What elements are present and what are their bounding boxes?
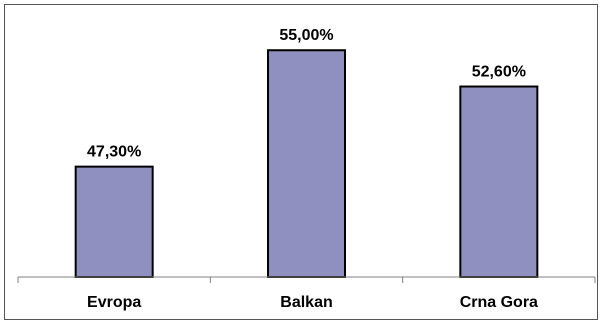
bar-balkan xyxy=(267,49,346,279)
labels-layer: 47,30% Evropa 55,00% Balkan 52,60% Crna Gora xyxy=(87,27,538,311)
data-label: 55,00% xyxy=(279,27,333,44)
bar-evropa xyxy=(74,165,154,278)
x-axis xyxy=(17,276,596,283)
data-label: 52,60% xyxy=(472,64,526,81)
x-tick-label: Evropa xyxy=(87,294,141,311)
data-label: 47,30% xyxy=(87,144,141,161)
x-tick-label: Crna Gora xyxy=(460,294,538,311)
x-tick-label: Balkan xyxy=(280,294,332,311)
bars-layer xyxy=(74,49,539,279)
bar-crna-gora xyxy=(459,85,539,278)
